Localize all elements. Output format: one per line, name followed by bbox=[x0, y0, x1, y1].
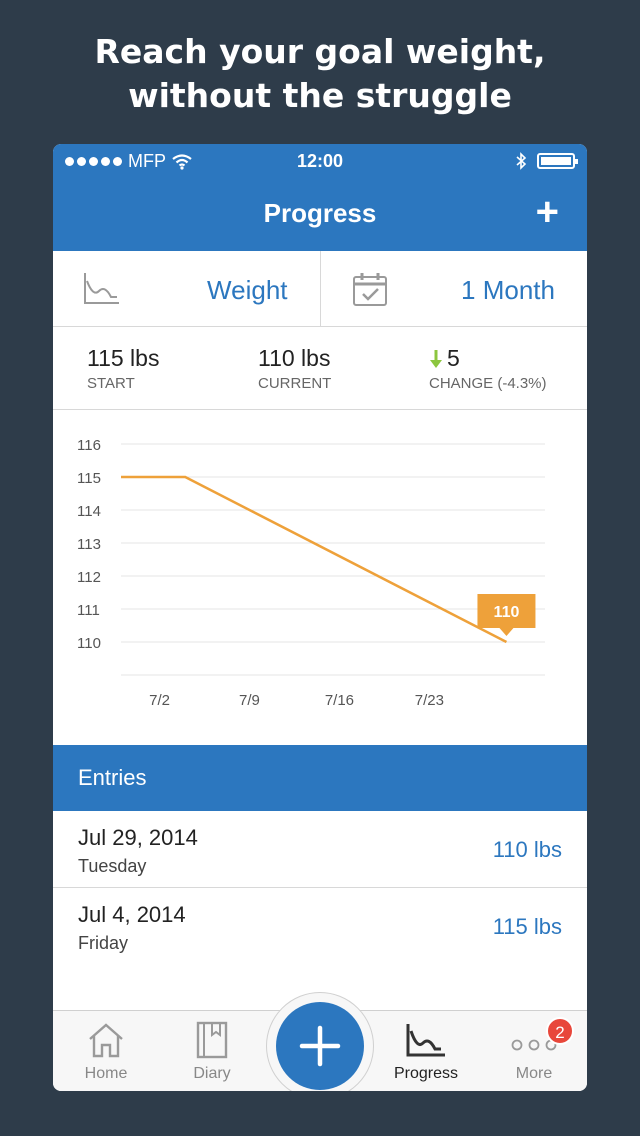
stats-row: 115 lbs START 110 lbs CURRENT 5 CHANGE (… bbox=[53, 327, 587, 410]
y-tick-label: 111 bbox=[77, 602, 100, 619]
stat-current: 110 lbs CURRENT bbox=[258, 345, 331, 392]
entry-weight: 110 lbs bbox=[492, 837, 562, 862]
signal-icon bbox=[65, 157, 122, 166]
value-callout bbox=[477, 594, 536, 636]
stat-start-value: 115 lbs bbox=[87, 345, 160, 371]
plus-icon bbox=[299, 1025, 341, 1067]
stat-current-value: 110 lbs bbox=[258, 345, 331, 371]
weight-chart: 116 115 114 113 112 111 110 7/2 7/9 7/16 7/23 110 bbox=[77, 437, 545, 709]
notification-badge: 2 bbox=[546, 1017, 574, 1045]
bluetooth-icon bbox=[516, 152, 527, 170]
stat-start: 115 lbs START bbox=[87, 345, 159, 392]
battery-icon bbox=[537, 153, 578, 169]
entry-date: Jul 29, 2014 bbox=[78, 825, 198, 850]
period-selector[interactable]: 1 Month bbox=[319, 251, 588, 326]
progress-chart-icon bbox=[406, 1024, 445, 1057]
headline-line-2: without the struggle bbox=[128, 76, 512, 115]
y-tick-label: 115 bbox=[77, 470, 101, 487]
status-time: 12:00 bbox=[296, 151, 344, 171]
y-tick-label: 113 bbox=[77, 536, 101, 553]
period-value: 1 Month bbox=[461, 275, 555, 305]
tab-home[interactable]: Home bbox=[61, 1021, 151, 1083]
page-title: Progress bbox=[263, 198, 377, 228]
tab-diary-label: Diary bbox=[193, 1065, 231, 1082]
entry-row[interactable]: Jul 4, 2014 Friday 115 lbs bbox=[53, 888, 587, 965]
entry-day: Friday bbox=[78, 933, 129, 953]
y-tick-label: 116 bbox=[77, 437, 101, 454]
tab-diary[interactable]: Diary bbox=[167, 1021, 257, 1083]
diary-icon bbox=[196, 1021, 228, 1059]
tab-progress-label: Progress bbox=[393, 1065, 459, 1082]
entry-weight: 115 lbs bbox=[492, 914, 562, 939]
tab-home-label: Home bbox=[84, 1065, 128, 1082]
status-bar: MFP 12:00 bbox=[53, 144, 587, 178]
wifi-icon bbox=[172, 153, 192, 170]
x-tick-label: 7/9 bbox=[239, 692, 260, 709]
y-tick-label: 112 bbox=[77, 569, 101, 586]
x-tick-label: 7/23 bbox=[415, 692, 444, 709]
x-tick-label: 7/16 bbox=[325, 692, 354, 709]
progress-selector: Weight 1 Month bbox=[53, 251, 587, 327]
headline: Reach your goal weight, without the stru… bbox=[0, 30, 640, 118]
phone-screen: MFP 12:00 Progress + Weight bbox=[53, 144, 587, 1091]
line-chart-icon bbox=[84, 273, 119, 304]
nav-bar: Progress + bbox=[53, 178, 587, 251]
down-arrow-icon bbox=[430, 349, 442, 368]
weight-line bbox=[121, 475, 508, 644]
quick-add-button[interactable] bbox=[276, 1002, 364, 1090]
tab-progress[interactable]: Progress bbox=[381, 1021, 471, 1083]
entry-row[interactable]: Jul 29, 2014 Tuesday 110 lbs bbox=[53, 811, 587, 888]
stat-change-value: 5 bbox=[447, 345, 460, 371]
x-tick-label: 7/2 bbox=[149, 692, 170, 709]
stat-change-label: CHANGE (-4.3%) bbox=[429, 375, 547, 392]
headline-line-1: Reach your goal weight, bbox=[94, 32, 546, 71]
carrier-label: MFP bbox=[128, 151, 166, 171]
stat-change: 5 CHANGE (-4.3%) bbox=[429, 345, 547, 392]
stat-start-label: START bbox=[87, 375, 135, 392]
metric-selector[interactable]: Weight bbox=[53, 251, 320, 326]
y-tick-label: 114 bbox=[77, 503, 101, 520]
metric-value: Weight bbox=[207, 275, 288, 305]
entries-header: Entries bbox=[53, 745, 587, 811]
y-tick-label: 110 bbox=[77, 635, 101, 652]
stat-current-label: CURRENT bbox=[258, 375, 332, 392]
tab-more-label: More bbox=[515, 1065, 553, 1082]
entry-day: Tuesday bbox=[78, 856, 147, 876]
entry-date: Jul 4, 2014 bbox=[78, 902, 186, 927]
value-callout-label: 110 bbox=[494, 604, 520, 621]
calendar-icon bbox=[352, 273, 387, 306]
add-button[interactable]: + bbox=[535, 190, 559, 234]
home-icon bbox=[89, 1023, 123, 1058]
